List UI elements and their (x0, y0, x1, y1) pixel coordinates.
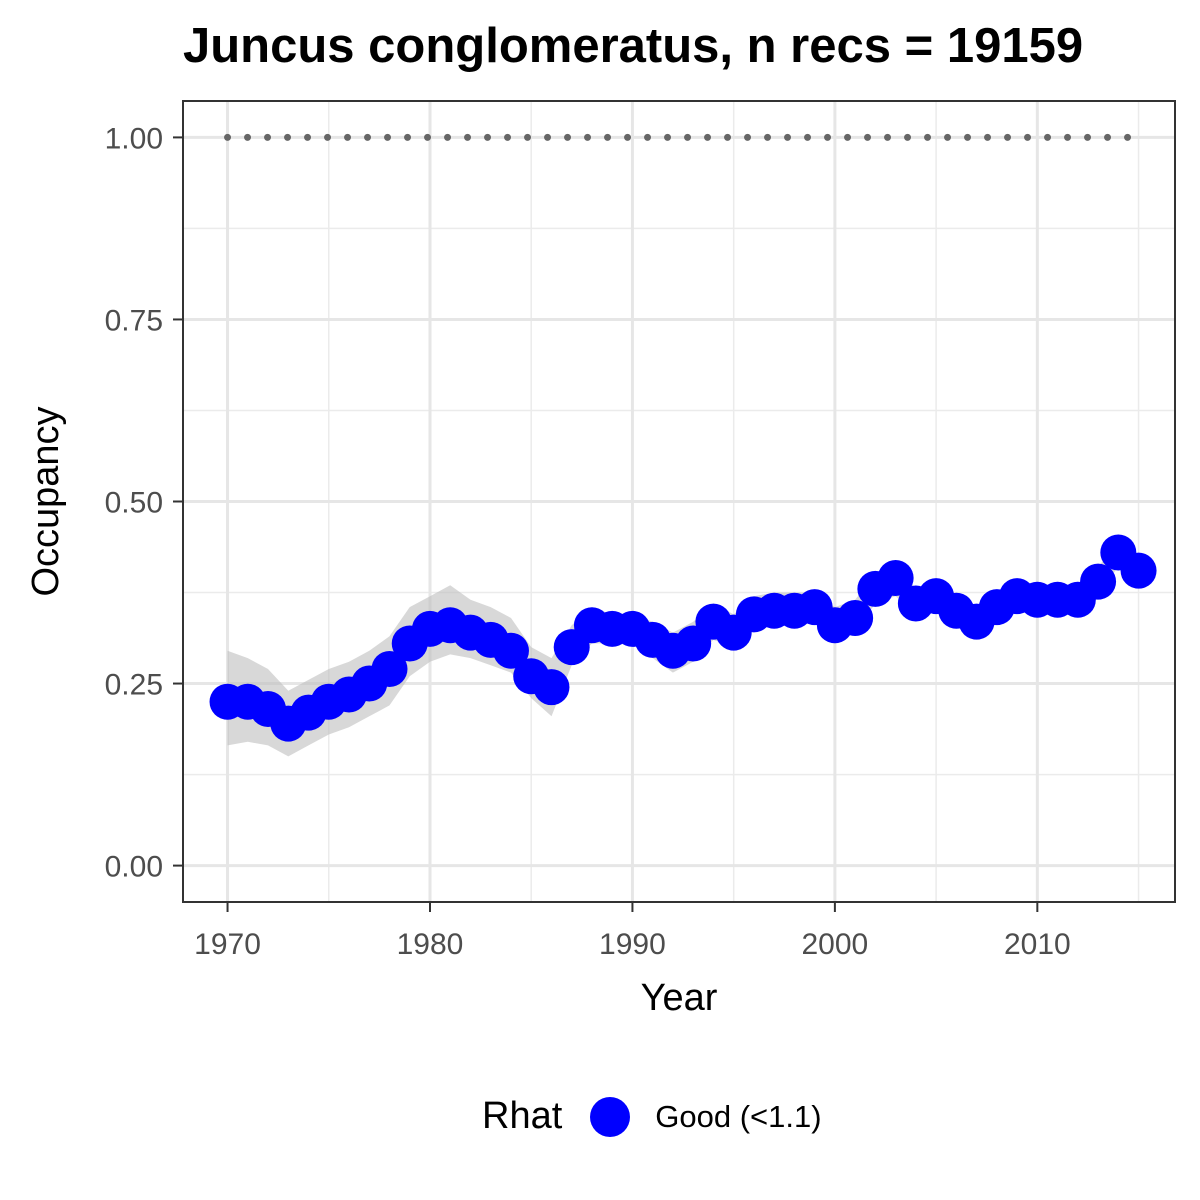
data-point (371, 650, 408, 687)
legend-title: Rhat (482, 1095, 563, 1137)
x-tick-label: 2010 (1004, 928, 1071, 961)
legend-label-good: Good (<1.1) (655, 1098, 822, 1134)
data-point (877, 559, 914, 596)
x-tick-label: 1970 (194, 928, 261, 961)
data-point (533, 669, 570, 706)
y-tick-label: 0.50 (105, 487, 163, 520)
y-tick-label: 1.00 (105, 122, 163, 155)
x-tick-label: 1980 (397, 928, 464, 961)
data-point (492, 632, 529, 669)
data-point (837, 600, 874, 637)
legend: Rhat Good (<1.1) (482, 1095, 822, 1138)
data-point (1080, 563, 1117, 600)
x-axis-title: Year (641, 977, 718, 1019)
legend-key-good (590, 1096, 631, 1137)
y-axis-title: Occupancy (25, 406, 67, 596)
chart-title: Juncus conglomeratus, n recs = 19159 (183, 19, 1084, 73)
y-tick-label: 0.25 (105, 669, 163, 702)
y-tick-label: 0.75 (105, 304, 163, 337)
x-tick-label: 1990 (599, 928, 666, 961)
x-tick-label: 2000 (802, 928, 869, 961)
y-tick-label: 0.00 (105, 851, 163, 884)
data-point (1120, 552, 1157, 589)
